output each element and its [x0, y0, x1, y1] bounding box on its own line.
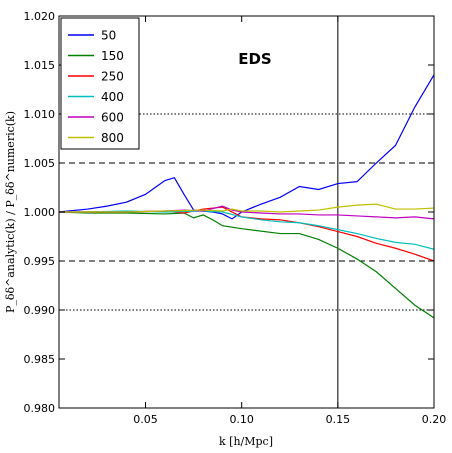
series-lines: [58, 74, 435, 319]
y-tick-label: 0.995: [24, 255, 56, 268]
legend-label-800: 800: [101, 131, 124, 145]
y-tick-label: 1.010: [24, 108, 56, 121]
x-tick-label: 0.10: [229, 413, 254, 426]
x-axis-label: k [h/Mpc]: [219, 435, 273, 448]
legend-box: [60, 17, 140, 150]
series-line-50: [58, 74, 435, 220]
y-tick-label: 1.020: [24, 10, 56, 23]
series-line-150: [58, 211, 435, 319]
y-axis-label: P_δδ^analytic(k) / P_δδ^numeric(k): [4, 111, 17, 313]
legend-label-150: 150: [101, 49, 124, 63]
x-tick-label: 0.20: [422, 413, 447, 426]
y-tick-label: 0.985: [24, 353, 56, 366]
x-tick-label: 0.05: [133, 413, 158, 426]
series-line-800: [59, 203, 435, 213]
legend-label-250: 250: [101, 70, 124, 84]
legend-label-50: 50: [101, 29, 116, 43]
legend-label-600: 600: [101, 111, 124, 125]
y-tick-label: 1.015: [24, 59, 56, 72]
y-tick-label: 1.000: [24, 206, 56, 219]
axis-ticks: 0.980 0.985 0.990 0.995 1.000 1.005 1.010 1.015…: [24, 10, 447, 426]
reference-lines: [59, 16, 434, 408]
y-tick-label: 0.980: [24, 402, 56, 415]
x-tick-label: 0.15: [326, 413, 351, 426]
y-tick-label: 0.990: [24, 304, 56, 317]
legend-label-400: 400: [101, 90, 124, 104]
legend: 50 150 250 400 600 800: [60, 17, 140, 150]
y-tick-label: 1.005: [24, 157, 56, 170]
annotation-eds: EDS: [238, 50, 272, 68]
